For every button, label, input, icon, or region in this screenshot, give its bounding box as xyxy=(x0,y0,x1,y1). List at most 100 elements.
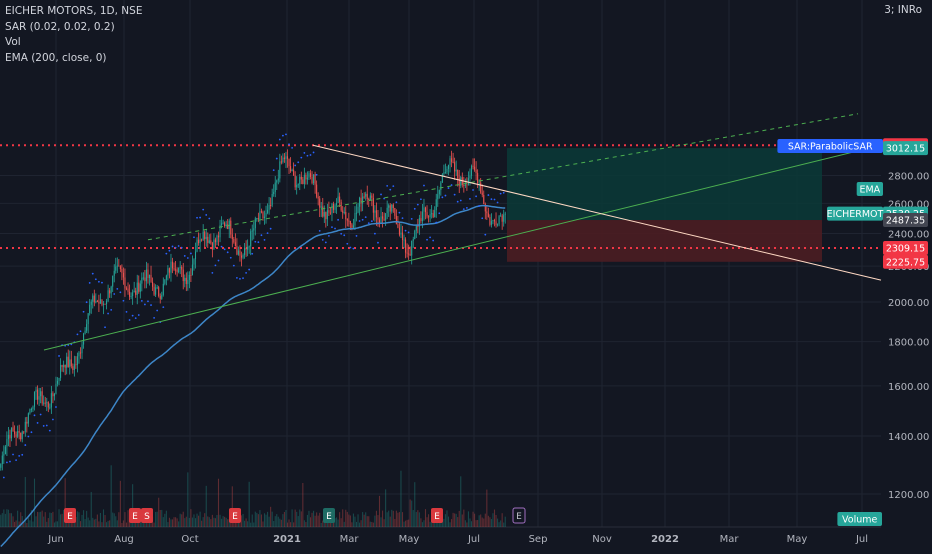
earnings-marker-box xyxy=(141,508,153,523)
volume-bar xyxy=(359,522,361,527)
legend-sar-indicator[interactable]: SAR (0.02, 0.02, 0.2) xyxy=(5,20,115,33)
candle-body xyxy=(268,205,270,210)
volume-bar xyxy=(109,520,111,527)
candle-body xyxy=(484,204,486,212)
candle-body xyxy=(234,242,236,246)
candle-body xyxy=(382,216,384,219)
volume-bar xyxy=(469,518,471,527)
volume-bar xyxy=(299,509,301,527)
candle-body xyxy=(158,287,160,296)
candle-body xyxy=(256,218,258,220)
volume-bar xyxy=(262,521,264,527)
sar-dot xyxy=(263,238,266,241)
sar-dot xyxy=(223,248,226,251)
volume-bar xyxy=(50,512,52,527)
candle-body xyxy=(165,275,167,280)
sar-dot xyxy=(370,220,373,223)
sar-dot xyxy=(42,425,45,427)
sar-dot xyxy=(202,208,205,211)
candle-body xyxy=(56,380,59,384)
candle-body xyxy=(486,211,488,214)
volume-bar xyxy=(388,510,390,527)
candle-body xyxy=(408,253,410,255)
candle-body xyxy=(446,169,448,173)
candle-body xyxy=(87,313,89,325)
sar-dot xyxy=(343,234,346,237)
volume-bar xyxy=(405,520,407,527)
candle-body xyxy=(424,207,427,213)
volume-bar xyxy=(231,486,233,527)
candle-body xyxy=(136,282,138,295)
sar-dot xyxy=(79,330,82,333)
candle-body xyxy=(9,434,11,439)
candle-body xyxy=(489,216,491,225)
candle-body xyxy=(179,266,181,268)
y-tick-label: 2600.00 xyxy=(888,199,929,210)
sar-dot xyxy=(337,218,339,221)
volume-bar xyxy=(87,517,89,527)
legend-symbol-title[interactable]: EICHER MOTORS, 1D, NSE xyxy=(5,5,143,17)
candle-body xyxy=(395,215,397,225)
volume-bar xyxy=(184,518,186,527)
sar-dot xyxy=(493,198,496,201)
x-tick-label: Mar xyxy=(340,534,360,545)
candle-body xyxy=(435,199,437,211)
volume-bar xyxy=(352,513,354,527)
volume-bar xyxy=(6,509,8,527)
volume-bar xyxy=(498,522,500,527)
candle-body xyxy=(61,364,63,368)
volume-bar xyxy=(314,515,316,527)
volume-bar xyxy=(449,522,451,527)
volume-bar xyxy=(377,515,379,527)
sar-dot xyxy=(398,211,401,214)
earnings-marker: E xyxy=(512,507,526,524)
volume-bar xyxy=(392,510,394,527)
volume-bar xyxy=(253,522,255,527)
sar-dot xyxy=(266,232,269,235)
candle-body xyxy=(412,239,414,241)
sar-dot xyxy=(2,476,5,479)
volume-bar xyxy=(187,472,189,527)
candle-body xyxy=(394,207,396,216)
candle-body xyxy=(205,236,207,240)
volume-bar xyxy=(503,522,505,527)
sar-dot xyxy=(306,154,309,157)
volume-bar xyxy=(294,509,296,527)
volume-bar xyxy=(472,511,474,527)
candle-body xyxy=(222,222,224,224)
sar-dot xyxy=(502,191,505,194)
earnings-marker-text: E xyxy=(326,512,332,522)
sar-dot xyxy=(324,241,327,244)
currency-label[interactable]: 3; INRo xyxy=(884,4,922,16)
sar-dot xyxy=(6,461,8,464)
candle-body xyxy=(176,269,178,273)
candle-body xyxy=(251,230,253,232)
volume-bar xyxy=(492,513,494,527)
candle-body xyxy=(181,266,183,270)
sar-dot xyxy=(196,216,198,219)
volume-bar xyxy=(92,517,94,527)
legend-volume-indicator[interactable]: Vol xyxy=(5,36,21,48)
candle-body xyxy=(265,212,267,217)
candle-body xyxy=(383,218,385,221)
sar-dot xyxy=(162,306,165,308)
sar-dot xyxy=(328,235,330,237)
sar-dot xyxy=(438,212,441,215)
volume-bar xyxy=(417,510,419,527)
volume-bar xyxy=(30,510,32,527)
volume-bar xyxy=(444,514,446,527)
volume-bar xyxy=(273,520,275,527)
volume-bar xyxy=(254,511,256,527)
sar-dot xyxy=(88,282,91,284)
candle-body xyxy=(369,195,371,200)
x-tick-label: Jul xyxy=(855,534,868,545)
candle-body xyxy=(380,216,382,223)
volume-bar xyxy=(279,518,281,527)
legend-ema-indicator[interactable]: EMA (200, close, 0) xyxy=(5,51,107,64)
volume-bar xyxy=(176,518,178,527)
sar-dot xyxy=(361,218,364,221)
volume-bar xyxy=(322,520,324,527)
sar-dot xyxy=(318,229,321,232)
